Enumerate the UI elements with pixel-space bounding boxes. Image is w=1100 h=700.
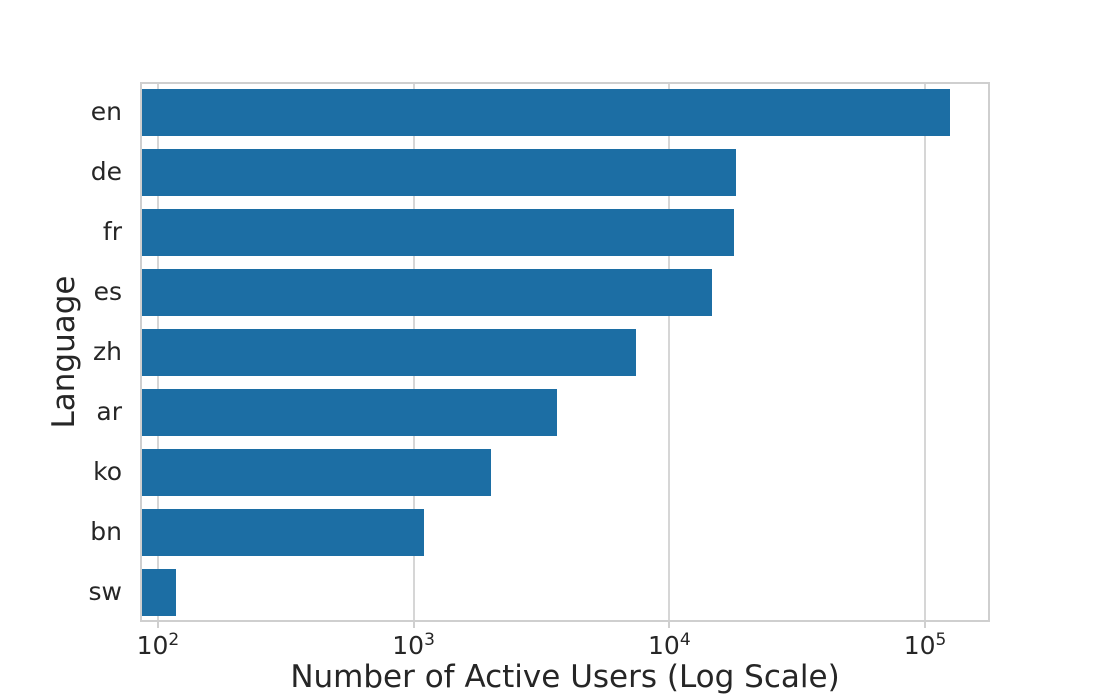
- ytick-label-sw: sw: [88, 577, 122, 606]
- xtick-base: 10: [392, 631, 425, 660]
- plot-area: [140, 82, 990, 622]
- bar-fr: [140, 208, 734, 256]
- gridline-10e5: [924, 82, 927, 622]
- ytick-label-es: es: [93, 277, 122, 306]
- bar-es: [140, 268, 713, 316]
- xtick-mark-10e5: [924, 622, 927, 628]
- gridline-10e4: [668, 82, 671, 622]
- xtick-mark-10e3: [412, 622, 415, 628]
- xtick-label-10e2: 102: [98, 629, 218, 660]
- bar-bn: [140, 508, 425, 556]
- ytick-label-bn: bn: [90, 517, 122, 546]
- x-axis-label: Number of Active Users (Log Scale): [290, 659, 840, 695]
- xtick-exponent: 3: [424, 629, 435, 650]
- ytick-label-de: de: [90, 157, 122, 186]
- ytick-label-en: en: [90, 97, 122, 126]
- bar-sw: [140, 568, 177, 616]
- bar-ar: [140, 388, 558, 436]
- xtick-label-10e5: 105: [865, 629, 985, 660]
- xtick-mark-10e2: [156, 622, 159, 628]
- xtick-mark-10e4: [668, 622, 671, 628]
- ytick-label-ar: ar: [96, 397, 122, 426]
- xtick-label-10e3: 103: [354, 629, 474, 660]
- xtick-base: 10: [648, 631, 680, 660]
- ytick-label-zh: zh: [93, 337, 122, 366]
- xtick-exponent: 5: [935, 629, 947, 650]
- xtick-label-10e4: 104: [609, 629, 729, 660]
- xtick-exponent: 2: [168, 629, 180, 650]
- bar-en: [140, 88, 950, 136]
- bar-ko: [140, 448, 491, 496]
- y-axis-label: Language: [46, 275, 82, 429]
- xtick-exponent: 4: [679, 629, 691, 650]
- ytick-label-ko: ko: [93, 457, 122, 486]
- y-axis-tick-labels: en de fr es zh ar ko bn sw: [0, 82, 122, 622]
- xtick-base: 10: [903, 631, 936, 660]
- xtick-base: 10: [136, 631, 169, 660]
- bar-zh: [140, 328, 636, 376]
- bar-de: [140, 148, 736, 196]
- ytick-label-fr: fr: [102, 217, 122, 246]
